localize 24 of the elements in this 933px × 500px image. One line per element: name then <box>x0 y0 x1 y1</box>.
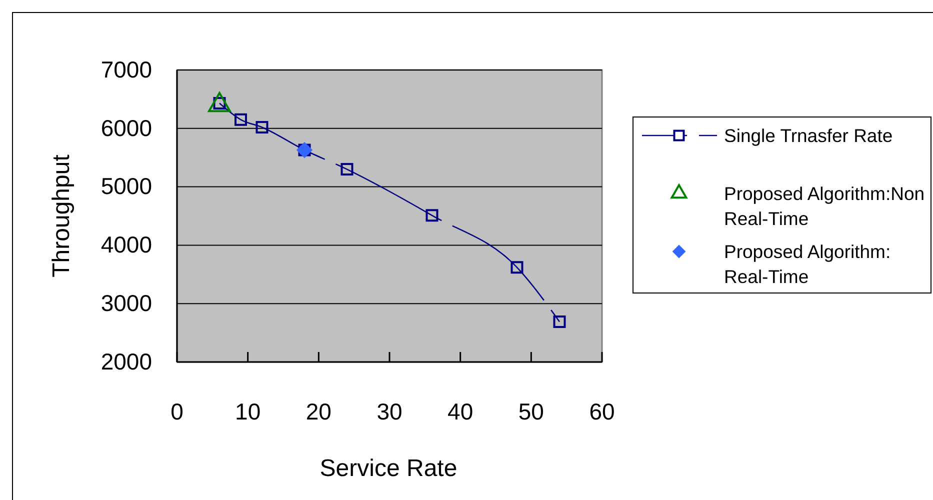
x-tick-label: 60 <box>589 398 615 424</box>
point <box>510 261 524 274</box>
x-axis-title: Service Rate <box>320 455 458 482</box>
y-tick-label: 6000 <box>100 114 152 141</box>
x-tick-label: 50 <box>518 398 544 424</box>
y-tick-label: 2000 <box>100 348 152 374</box>
x-tick-label: 20 <box>306 398 332 424</box>
x-tick-label: 40 <box>448 398 474 424</box>
x-tick-label: 30 <box>376 398 402 424</box>
point <box>340 163 354 176</box>
y-axis-title: Throughput <box>48 154 75 278</box>
legend-label: Proposed Algorithm: Real-Time <box>724 240 891 287</box>
y-tick-label: 4000 <box>100 232 152 258</box>
point <box>426 209 438 222</box>
y-tick-label: 3000 <box>100 290 152 316</box>
y-tick-label: 7000 <box>100 56 152 82</box>
x-tick-label: 10 <box>235 398 261 424</box>
x-tick-label: 0 <box>170 398 184 424</box>
y-tick-label: 5000 <box>100 173 152 200</box>
point <box>256 120 268 134</box>
point <box>553 315 566 328</box>
point <box>234 113 247 126</box>
legend-label: Proposed Algorithm:Non Real-Time <box>724 182 925 229</box>
legend-label: Single Trnasfer Rate <box>724 124 893 146</box>
